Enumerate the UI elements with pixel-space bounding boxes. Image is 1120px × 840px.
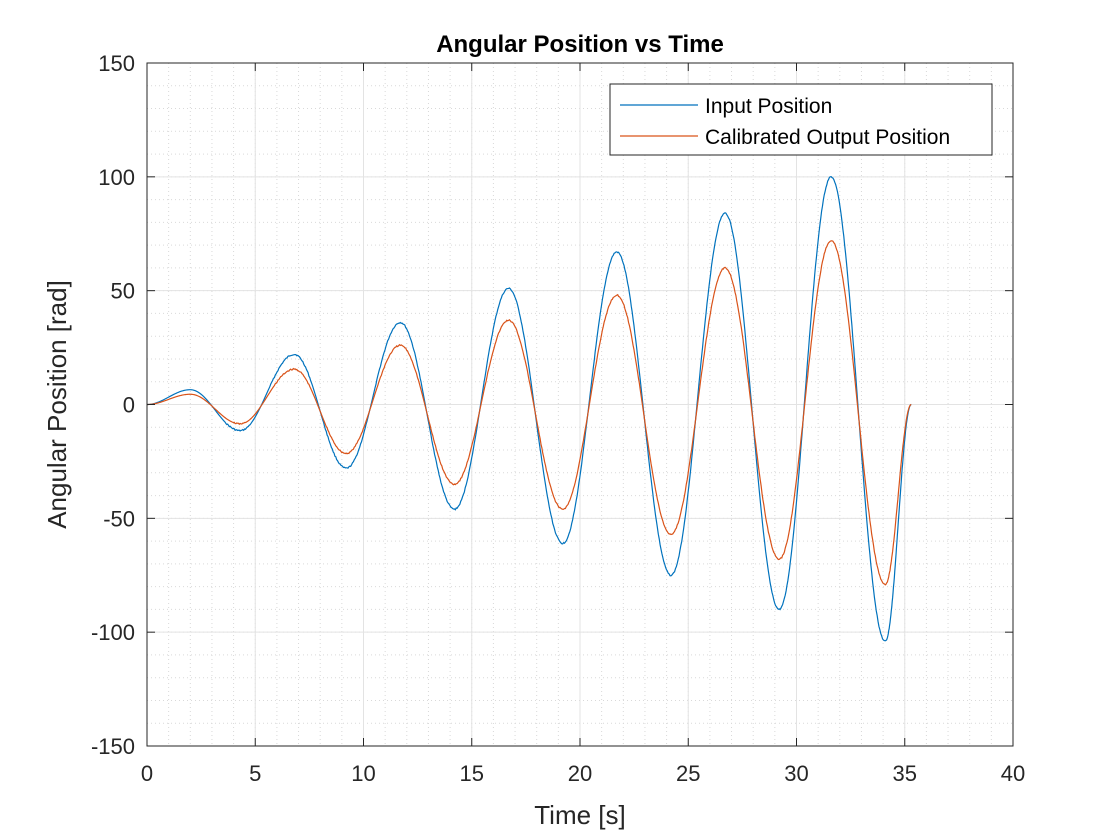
y-tick-label: 0 [123,393,135,418]
y-tick-label: 150 [98,51,135,76]
y-tick-label: -50 [103,506,135,531]
y-tick-label: -150 [91,734,135,759]
x-tick-label: 15 [460,761,484,786]
x-tick-label: 25 [676,761,700,786]
x-tick-label: 20 [568,761,592,786]
y-tick-label: 50 [111,279,135,304]
legend-label: Calibrated Output Position [705,126,950,149]
legend: Input Position Calibrated Output Position [609,83,993,156]
x-tick-label: 40 [1001,761,1025,786]
x-tick-label: 35 [893,761,917,786]
legend-label: Input Position [705,95,832,118]
x-axis-title: Time [s] [534,800,625,830]
chart-title: Angular Position vs Time [436,31,724,58]
x-tick-label: 0 [141,761,153,786]
y-tick-label: 100 [98,165,135,190]
y-tick-label: -100 [91,620,135,645]
x-tick-label: 30 [784,761,808,786]
x-tick-label: 10 [351,761,375,786]
x-tick-label: 5 [249,761,261,786]
y-axis-title: Angular Position [rad] [42,280,72,529]
legend-box [609,83,993,156]
series-line-2 [146,240,912,586]
